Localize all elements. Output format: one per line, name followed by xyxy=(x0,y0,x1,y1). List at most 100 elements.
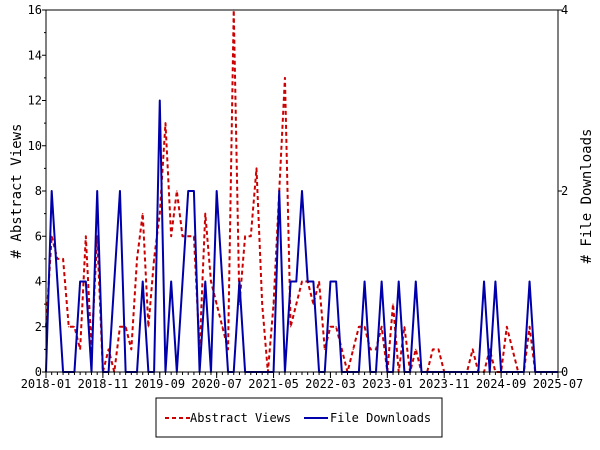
data-point-abstract-views xyxy=(68,326,70,328)
data-point-file-downloads xyxy=(398,280,400,283)
x-axis: 2018-01 2018-11 2019-09 2020-07 2021-05 2022-… xyxy=(21,372,584,391)
data-point-abstract-views xyxy=(204,213,206,215)
data-point-file-downloads xyxy=(51,190,53,192)
data-point-file-downloads xyxy=(381,280,383,283)
data-point-abstract-views xyxy=(130,348,132,350)
data-point-file-downloads xyxy=(312,280,314,283)
data-point-abstract-views xyxy=(79,348,81,350)
data-point-abstract-views xyxy=(363,326,366,328)
data-point-file-downloads xyxy=(159,99,161,102)
data-point-file-downloads xyxy=(238,280,241,283)
left-tick-label: 16 xyxy=(28,3,42,17)
data-point-abstract-views xyxy=(227,348,229,350)
data-point-abstract-views xyxy=(358,326,360,328)
data-point-abstract-views xyxy=(159,213,161,215)
data-point-abstract-views xyxy=(187,235,189,237)
data-point-abstract-views xyxy=(176,190,178,192)
right-tick-label: 2 xyxy=(561,184,568,198)
data-point-abstract-views xyxy=(489,348,491,350)
data-point-abstract-views xyxy=(392,303,394,305)
data-point-abstract-views xyxy=(147,326,149,328)
data-point-abstract-views xyxy=(341,348,343,350)
data-point-file-downloads xyxy=(170,280,172,283)
data-point-abstract-views xyxy=(107,348,110,350)
data-point-file-downloads xyxy=(528,280,531,283)
data-point-abstract-views xyxy=(250,235,252,237)
data-point-abstract-views xyxy=(437,348,440,350)
data-point-abstract-views xyxy=(216,303,218,305)
data-point-abstract-views xyxy=(324,348,326,350)
data-point-abstract-views xyxy=(170,235,172,237)
data-point-abstract-views xyxy=(142,213,144,215)
data-point-file-downloads xyxy=(187,190,189,192)
data-point-abstract-views xyxy=(511,348,514,350)
data-point-abstract-views xyxy=(56,258,58,260)
data-point-abstract-views xyxy=(238,303,241,305)
data-point-file-downloads xyxy=(335,280,337,283)
data-point-abstract-views xyxy=(318,280,320,283)
legend-label-abstract-views: Abstract Views xyxy=(190,411,291,425)
data-point-abstract-views xyxy=(125,326,127,328)
legend-box xyxy=(155,397,443,438)
left-tick-label: 14 xyxy=(28,48,42,62)
x-tick-label: 2019-09 xyxy=(134,377,185,391)
data-point-abstract-views xyxy=(210,280,212,283)
data-point-abstract-views xyxy=(73,326,76,328)
data-point-abstract-views xyxy=(284,77,286,79)
x-tick-label: 2020-07 xyxy=(191,377,242,391)
data-point-abstract-views xyxy=(164,122,167,124)
left-tick-label: 0 xyxy=(35,365,42,379)
data-point-file-downloads xyxy=(204,280,206,283)
x-tick-label: 2018-11 xyxy=(78,377,129,391)
data-point-abstract-views xyxy=(272,303,275,305)
data-point-file-downloads xyxy=(113,280,115,283)
right-tick-label: 0 xyxy=(561,365,568,379)
data-point-abstract-views xyxy=(335,326,337,328)
data-point-abstract-views xyxy=(432,348,434,350)
data-point-abstract-views xyxy=(51,235,53,237)
right-axis-title: # File Downloads xyxy=(579,129,595,264)
data-point-file-downloads xyxy=(96,190,98,192)
data-point-file-downloads xyxy=(193,190,195,192)
data-point-abstract-views xyxy=(352,348,354,350)
data-point-abstract-views xyxy=(415,348,417,350)
data-point-abstract-views xyxy=(381,326,383,328)
data-point-abstract-views xyxy=(312,303,314,305)
data-point-abstract-views xyxy=(62,258,64,260)
x-tick-label: 2022-03 xyxy=(305,377,356,391)
data-point-file-downloads xyxy=(363,280,366,283)
x-tick-label: 2024-09 xyxy=(476,377,527,391)
left-tick-label: 8 xyxy=(35,184,42,198)
data-point-abstract-views xyxy=(261,303,263,305)
data-point-file-downloads xyxy=(216,190,218,192)
data-point-abstract-views xyxy=(244,235,246,237)
legend-label-file-downloads: File Downloads xyxy=(330,411,431,425)
data-point-abstract-views xyxy=(403,326,405,328)
data-point-abstract-views xyxy=(295,303,297,305)
data-point-file-downloads xyxy=(295,280,297,283)
data-point-file-downloads xyxy=(181,280,184,283)
data-point-abstract-views xyxy=(153,258,155,260)
data-point-file-downloads xyxy=(56,280,58,283)
x-tick-label: 2023-01 xyxy=(362,377,413,391)
data-point-file-downloads xyxy=(329,280,332,283)
left-tick-label: 12 xyxy=(28,94,42,108)
data-point-abstract-views xyxy=(329,326,332,328)
data-point-file-downloads xyxy=(301,190,303,192)
x-tick-label: 2018-01 xyxy=(21,377,72,391)
left-tick-label: 2 xyxy=(35,320,42,334)
data-point-file-downloads xyxy=(221,280,223,283)
data-point-abstract-views xyxy=(136,258,138,260)
data-point-abstract-views xyxy=(181,235,184,237)
data-point-file-downloads xyxy=(85,280,87,283)
data-point-abstract-views xyxy=(472,348,474,350)
data-point-file-downloads xyxy=(119,190,121,192)
left-axis-title: # Abstract Views xyxy=(9,124,25,259)
data-point-file-downloads xyxy=(79,280,81,283)
x-tick-label: 2023-11 xyxy=(419,377,470,391)
x-tick-label: 2025-07 xyxy=(533,377,584,391)
data-point-abstract-views xyxy=(301,280,303,283)
data-point-abstract-views xyxy=(193,235,195,237)
data-point-abstract-views xyxy=(528,326,531,328)
legend: Abstract Views File Downloads xyxy=(155,397,443,438)
